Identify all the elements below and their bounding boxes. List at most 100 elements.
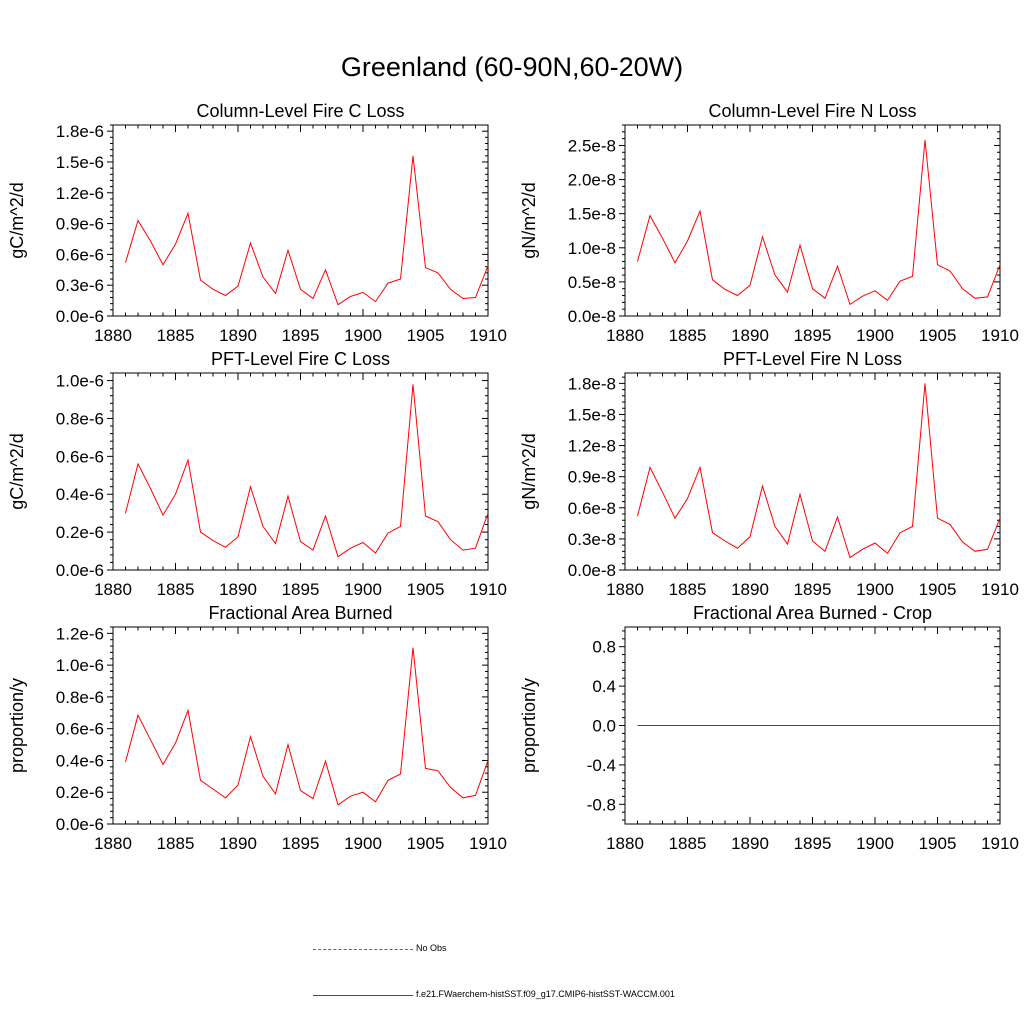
panel-1-title: Column-Level Fire C Loss — [196, 101, 404, 121]
panel-4-xtick-label: 1905 — [919, 580, 957, 599]
panel-6-ytick-label: 0.4 — [592, 677, 616, 696]
panel-2-ytick-label: 2.0e-8 — [568, 171, 616, 190]
panel-4-xtick-label: 1910 — [981, 580, 1019, 599]
panel-1-xtick-label: 1895 — [282, 326, 320, 345]
legend-swatch-model — [313, 995, 413, 996]
panel-4-ytick-label: 1.8e-8 — [568, 374, 616, 393]
panel-2-xtick-label: 1890 — [731, 326, 769, 345]
panel-5-series-line — [125, 647, 489, 806]
panel-6-xtick-label: 1905 — [919, 834, 957, 853]
panel-1-ytick-label: 1.2e-6 — [56, 184, 104, 203]
panel-3-xtick-label: 1895 — [282, 580, 320, 599]
panel-5-xtick-label: 1905 — [407, 834, 445, 853]
panel-5-ytick-label: 0.2e-6 — [56, 783, 104, 802]
panel-5-xtick-label: 1890 — [219, 834, 257, 853]
panel-1-ytick-label: 1.8e-6 — [56, 122, 104, 141]
panel-1-frame — [112, 124, 489, 317]
panel-2-ytick-label: 2.5e-8 — [568, 136, 616, 155]
panel-6-title: Fractional Area Burned - Crop — [693, 603, 932, 623]
legend-label-model: f.e21.FWaerchem-histSST.f09_g17.CMIP6-hi… — [416, 989, 675, 999]
panel-1-xtick-label: 1910 — [469, 326, 507, 345]
panel-3-ytick-label: 0.8e-6 — [56, 409, 104, 428]
legend-label-obs: No Obs — [416, 943, 447, 953]
panel-2-xtick-label: 1910 — [981, 326, 1019, 345]
panel-3-ytick-label: 0.4e-6 — [56, 485, 104, 504]
panel-1-xtick-label: 1885 — [157, 326, 195, 345]
panel-2-xtick-label: 1880 — [606, 326, 644, 345]
panel-2-xtick-label: 1900 — [856, 326, 894, 345]
panel-4-xtick-label: 1885 — [669, 580, 707, 599]
panel-3-xtick-label: 1880 — [94, 580, 132, 599]
panel-5-ytick-label: 1.0e-6 — [56, 656, 104, 675]
panel-1-ytick-label: 0.6e-6 — [56, 245, 104, 264]
panel-6-ytick-label: -0.8 — [587, 795, 616, 814]
panel-3-title: PFT-Level Fire C Loss — [211, 349, 390, 369]
panel-1-ylabel: gC/m^2/d — [7, 182, 27, 258]
panel-5-xtick-label: 1885 — [157, 834, 195, 853]
panel-5-xtick-label: 1910 — [469, 834, 507, 853]
panel-4-xtick-label: 1890 — [731, 580, 769, 599]
panel-2-ytick-label: 1.5e-8 — [568, 205, 616, 224]
panel-5-ytick-label: 0.6e-6 — [56, 720, 104, 739]
panel-6-ytick-label: -0.4 — [587, 756, 616, 775]
panel-5-xtick-label: 1880 — [94, 834, 132, 853]
panel-3-xtick-label: 1910 — [469, 580, 507, 599]
figure-title: Greenland (60-90N,60-20W) — [340, 52, 684, 82]
panel-6-ytick-label: 0.0 — [592, 717, 616, 736]
panel-5-ytick-label: 0.4e-6 — [56, 751, 104, 770]
panel-5-frame — [112, 626, 489, 825]
panel-2-ytick-label: 0.0e-8 — [568, 307, 616, 326]
panel-6-xtick-label: 1880 — [606, 834, 644, 853]
panel-4-xtick-label: 1880 — [606, 580, 644, 599]
panel-4-xtick-label: 1900 — [856, 580, 894, 599]
panel-1-ytick-label: 0.3e-6 — [56, 276, 104, 295]
panel-1-xtick-label: 1905 — [407, 326, 445, 345]
panel-4-ytick-label: 1.2e-8 — [568, 437, 616, 456]
panel-5-xtick-label: 1900 — [344, 834, 382, 853]
panel-1-ytick-label: 1.5e-6 — [56, 153, 104, 172]
panel-4-series-line — [637, 383, 1001, 559]
panel-2-xtick-label: 1885 — [669, 326, 707, 345]
panel-3-xtick-label: 1890 — [219, 580, 257, 599]
panel-4-xtick-label: 1895 — [794, 580, 832, 599]
panel-2-ytick-label: 0.5e-8 — [568, 273, 616, 292]
panel-6-xtick-label: 1890 — [731, 834, 769, 853]
panel-6-xtick-label: 1910 — [981, 834, 1019, 853]
panel-3-xtick-label: 1885 — [157, 580, 195, 599]
panel-1-ytick-label: 0.9e-6 — [56, 215, 104, 234]
panel-4-title: PFT-Level Fire N Loss — [723, 349, 902, 369]
panel-3-ytick-label: 0.0e-6 — [56, 561, 104, 580]
panel-4-ytick-label: 0.3e-8 — [568, 530, 616, 549]
panel-4-ylabel: gN/m^2/d — [519, 433, 539, 509]
panel-1-xtick-label: 1880 — [94, 326, 132, 345]
panel-5-ytick-label: 0.0e-6 — [56, 815, 104, 834]
panel-2-series-line — [637, 139, 1001, 306]
panel-2-ylabel: gN/m^2/d — [519, 182, 539, 258]
panel-3-ytick-label: 0.2e-6 — [56, 523, 104, 542]
panel-2-xtick-label: 1905 — [919, 326, 957, 345]
panel-6-xtick-label: 1895 — [794, 834, 832, 853]
panel-6-xtick-label: 1885 — [669, 834, 707, 853]
panel-5-title: Fractional Area Burned — [208, 603, 392, 623]
panel-2-xtick-label: 1895 — [794, 326, 832, 345]
panel-6-ytick-label: 0.8 — [592, 638, 616, 657]
panel-5-ytick-label: 0.8e-6 — [56, 688, 104, 707]
panel-3-xtick-label: 1900 — [344, 580, 382, 599]
legend-swatch-obs — [313, 949, 413, 950]
panel-4-ytick-label: 0.0e-8 — [568, 561, 616, 580]
panel-5-xtick-label: 1895 — [282, 834, 320, 853]
panel-3-xtick-label: 1905 — [407, 580, 445, 599]
panel-4-ytick-label: 0.9e-8 — [568, 468, 616, 487]
panel-4-ytick-label: 0.6e-8 — [568, 499, 616, 518]
panel-3-ytick-label: 1.0e-6 — [56, 372, 104, 391]
panel-5-ylabel: proportion/y — [7, 678, 27, 773]
panel-1-series-line — [125, 155, 489, 306]
panel-6-xtick-label: 1900 — [856, 834, 894, 853]
panel-3-ytick-label: 0.6e-6 — [56, 447, 104, 466]
panel-1-ytick-label: 0.0e-6 — [56, 307, 104, 326]
panel-5-ytick-label: 1.2e-6 — [56, 624, 104, 643]
panel-1-xtick-label: 1900 — [344, 326, 382, 345]
panel-3-series-line — [125, 384, 489, 558]
panel-1-xtick-label: 1890 — [219, 326, 257, 345]
